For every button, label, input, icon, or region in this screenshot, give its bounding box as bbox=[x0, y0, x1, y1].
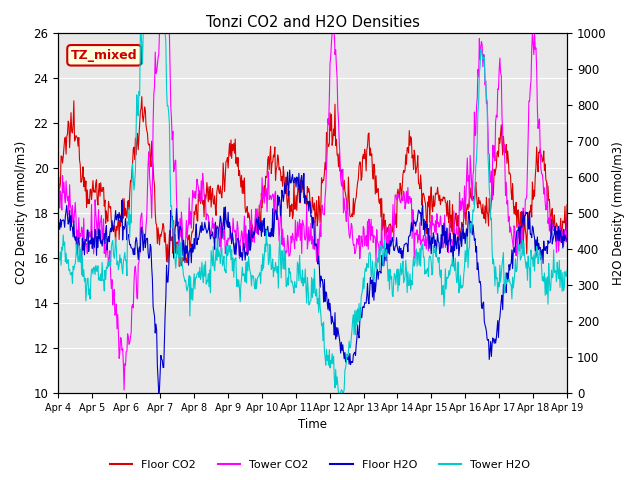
Tower CO2 bbox=[376, 255, 383, 261]
Tower CO2 bbox=[116, 350, 124, 356]
Floor H2O bbox=[54, 224, 62, 230]
Title: Tonzi CO2 and H2O Densities: Tonzi CO2 and H2O Densities bbox=[205, 15, 420, 30]
Tower H2O bbox=[136, 30, 144, 36]
Line: Floor H2O: Floor H2O bbox=[58, 170, 567, 393]
Floor CO2 bbox=[196, 188, 204, 193]
Floor H2O bbox=[390, 248, 398, 253]
Floor CO2 bbox=[390, 213, 398, 218]
Tower CO2 bbox=[120, 387, 128, 393]
Tower H2O bbox=[376, 267, 383, 273]
Tower H2O bbox=[195, 275, 203, 280]
Floor H2O bbox=[155, 390, 163, 396]
Floor CO2 bbox=[54, 192, 62, 198]
Floor CO2 bbox=[138, 94, 146, 99]
Floor H2O bbox=[563, 237, 571, 243]
Floor CO2 bbox=[63, 131, 71, 137]
Line: Tower CO2: Tower CO2 bbox=[58, 33, 567, 390]
Tower CO2 bbox=[390, 217, 398, 223]
Line: Floor CO2: Floor CO2 bbox=[58, 96, 567, 266]
Floor CO2 bbox=[563, 202, 571, 207]
Y-axis label: CO2 Density (mmol/m3): CO2 Density (mmol/m3) bbox=[15, 141, 28, 285]
Floor H2O bbox=[376, 268, 383, 274]
Y-axis label: H2O Density (mmol/m3): H2O Density (mmol/m3) bbox=[612, 141, 625, 285]
Floor CO2 bbox=[175, 264, 183, 269]
Tower H2O bbox=[116, 252, 124, 257]
Floor H2O bbox=[116, 215, 124, 221]
Floor CO2 bbox=[376, 201, 383, 206]
X-axis label: Time: Time bbox=[298, 419, 327, 432]
Text: TZ_mixed: TZ_mixed bbox=[71, 49, 138, 62]
Tower CO2 bbox=[196, 197, 204, 203]
Floor H2O bbox=[168, 213, 176, 219]
Tower H2O bbox=[335, 390, 342, 396]
Floor CO2 bbox=[116, 217, 124, 223]
Tower CO2 bbox=[563, 215, 571, 221]
Floor H2O bbox=[286, 167, 294, 173]
Floor H2O bbox=[195, 233, 203, 239]
Floor CO2 bbox=[168, 234, 176, 240]
Tower H2O bbox=[54, 261, 62, 266]
Tower CO2 bbox=[169, 129, 177, 134]
Tower H2O bbox=[563, 267, 571, 273]
Tower H2O bbox=[390, 271, 398, 276]
Legend: Floor CO2, Tower CO2, Floor H2O, Tower H2O: Floor CO2, Tower CO2, Floor H2O, Tower H… bbox=[105, 456, 535, 474]
Floor H2O bbox=[63, 213, 71, 219]
Tower H2O bbox=[63, 258, 71, 264]
Tower CO2 bbox=[54, 208, 62, 214]
Tower CO2 bbox=[63, 198, 71, 204]
Tower CO2 bbox=[156, 30, 163, 36]
Tower H2O bbox=[168, 225, 176, 230]
Line: Tower H2O: Tower H2O bbox=[58, 33, 567, 393]
